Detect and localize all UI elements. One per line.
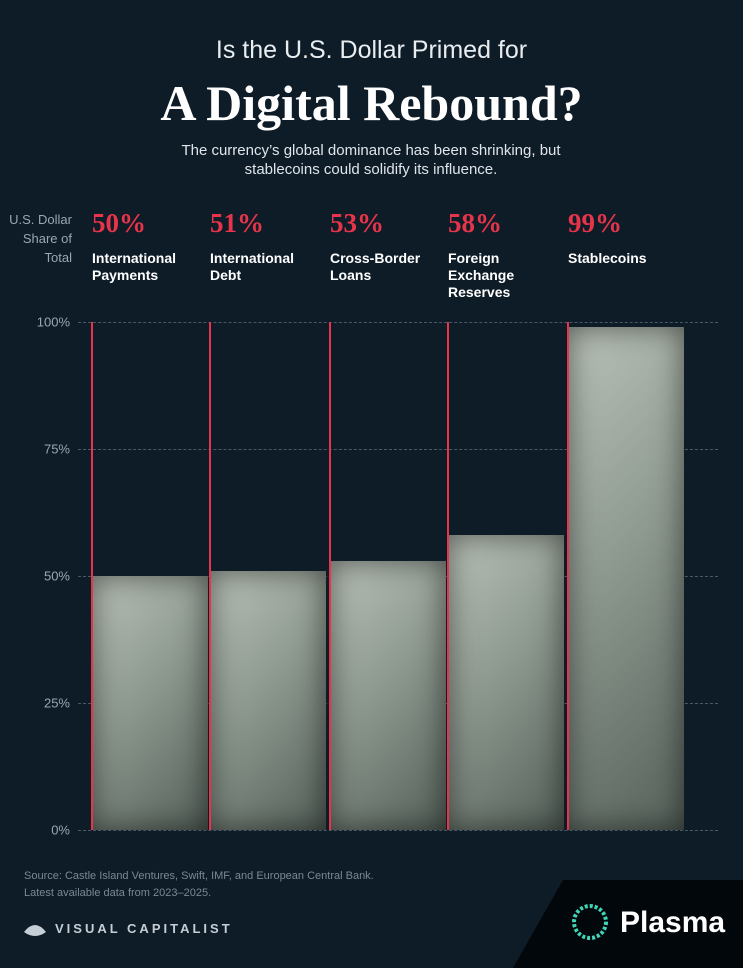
category-label: Cross-Border Loans bbox=[330, 250, 421, 283]
y-tick-label: 0% bbox=[51, 822, 70, 838]
note: Latest available data from 2023–2025. bbox=[24, 887, 212, 899]
bar bbox=[92, 576, 208, 830]
y-tick-label: 75% bbox=[43, 441, 70, 457]
value-label: 58% bbox=[448, 208, 502, 238]
category-label: Stablecoins bbox=[568, 250, 647, 266]
value-label: 53% bbox=[330, 208, 384, 238]
y-tick-label: 100% bbox=[36, 314, 70, 330]
bar bbox=[448, 535, 564, 830]
bar bbox=[210, 570, 326, 830]
value-label: 50% bbox=[92, 208, 146, 238]
subtitle: The currency’s global dominance has been… bbox=[181, 142, 561, 178]
y-tick-label: 25% bbox=[43, 695, 70, 711]
category-label: Foreign Exchange Reserves bbox=[448, 250, 515, 300]
bar bbox=[568, 327, 684, 830]
y-tick-label: 50% bbox=[43, 568, 70, 584]
chart-title: A Digital Rebound? bbox=[160, 75, 583, 131]
bar-edge bbox=[209, 322, 211, 830]
source: Source: Castle Island Ventures, Swift, I… bbox=[24, 868, 374, 902]
bar-edge bbox=[91, 322, 93, 830]
sponsor-logo bbox=[572, 904, 608, 940]
publisher-logo bbox=[24, 925, 46, 936]
value-label: 99% bbox=[568, 208, 622, 238]
pretitle: Is the U.S. Dollar Primed for bbox=[215, 36, 528, 64]
bar-edge bbox=[567, 322, 569, 830]
grid-line bbox=[78, 322, 718, 323]
bar-edge bbox=[447, 322, 449, 830]
source-text: Source: Castle Island Ventures, Swift, I… bbox=[24, 870, 374, 882]
publisher: VISUAL CAPITALIST bbox=[55, 921, 233, 936]
category-label: International Payments bbox=[92, 250, 177, 283]
grid-line bbox=[78, 449, 718, 450]
bar bbox=[330, 560, 446, 830]
value-label: 51% bbox=[210, 208, 264, 238]
sponsor: Plasma bbox=[620, 906, 726, 939]
y-axis-label: U.S. Dollar Share of Total bbox=[9, 212, 72, 265]
grid-line bbox=[78, 830, 718, 831]
bar-edge bbox=[329, 322, 331, 830]
category-label: International Debt bbox=[210, 250, 295, 283]
